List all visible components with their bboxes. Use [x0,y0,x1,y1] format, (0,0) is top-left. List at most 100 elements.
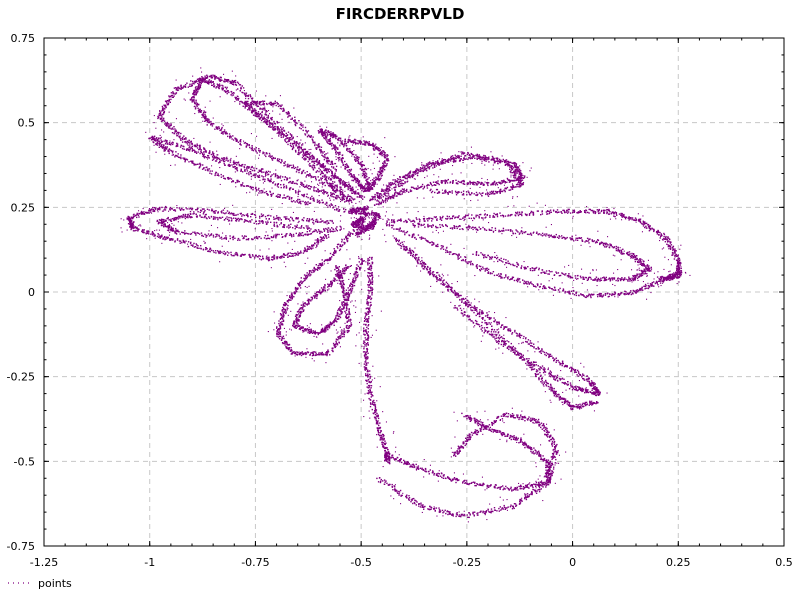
data-point [204,81,206,83]
data-point [245,146,247,148]
data-point [302,126,304,128]
data-point [474,181,476,184]
data-point [355,154,357,156]
data-point [264,109,266,111]
data-point [336,208,338,210]
data-point [359,168,362,170]
data-point [206,169,209,171]
data-point [289,115,291,117]
data-point [401,183,404,185]
data-point [299,186,301,188]
data-point [188,92,190,94]
data-point [354,157,356,159]
data-point [424,165,426,167]
data-point [353,192,355,194]
data-point [411,174,413,176]
data-point [234,79,237,82]
data-point [216,156,218,159]
data-point [393,219,395,221]
data-point [395,195,397,197]
data-point [386,185,388,188]
data-point [174,156,176,158]
data-point [482,192,484,194]
data-point [486,157,488,159]
data-point [515,179,517,182]
data-point [606,209,609,211]
data-point [247,185,249,187]
data-point [176,144,178,146]
data-point [380,167,382,169]
data-point [192,92,195,94]
data-point [339,144,341,146]
data-point [572,215,574,217]
data-point [194,82,196,84]
data-point [236,95,239,97]
data-point [493,216,495,218]
data-point [204,77,207,80]
data-point [666,243,668,245]
data-point [224,78,226,80]
data-point [360,197,363,199]
data-point [323,189,325,192]
data-point [344,142,346,145]
data-point [359,184,362,186]
data-point [338,210,340,212]
data-point [446,215,448,217]
data-point [495,182,497,185]
data-point [242,185,245,187]
data-point [292,165,295,168]
data-point [205,117,207,120]
data-point [547,210,549,213]
data-point [423,220,425,222]
data-point [190,80,192,82]
data-point [306,132,308,134]
data-point [366,142,369,144]
data-point [441,159,443,161]
data-point [344,165,346,168]
data-point [303,154,306,156]
data-point [408,175,411,177]
data-point [239,90,241,92]
data-point [448,215,450,218]
data-point [246,192,248,194]
data-point [293,107,295,109]
data-point [153,115,155,117]
data-point [349,135,351,137]
data-point [170,98,172,101]
data-point [544,204,546,206]
data-point [199,147,201,149]
data-point [383,164,386,167]
data-point [596,209,598,211]
data-point [508,164,510,166]
data-point [250,103,252,105]
data-point [197,151,199,153]
data-point [320,190,322,192]
data-point [220,128,223,130]
data-point [371,173,373,175]
data-point [190,98,193,100]
data-point [247,94,250,96]
data-point [201,117,203,119]
data-point [164,143,167,145]
data-point [236,168,238,171]
data-point [318,179,321,181]
data-point [519,172,522,174]
data-point [483,159,485,161]
data-point [260,168,263,171]
data-point [510,214,512,216]
data-point [240,183,242,186]
data-point [319,173,322,176]
data-point [489,191,491,193]
data-point [166,102,168,104]
data-point [182,87,184,89]
data-point [372,145,374,147]
data-point [288,138,290,140]
data-point [277,186,280,188]
data-point [272,106,274,108]
data-point [234,171,236,173]
data-point [326,204,328,206]
data-point [302,143,304,145]
data-point [429,166,431,168]
data-point [222,175,224,177]
data-point [541,211,543,213]
